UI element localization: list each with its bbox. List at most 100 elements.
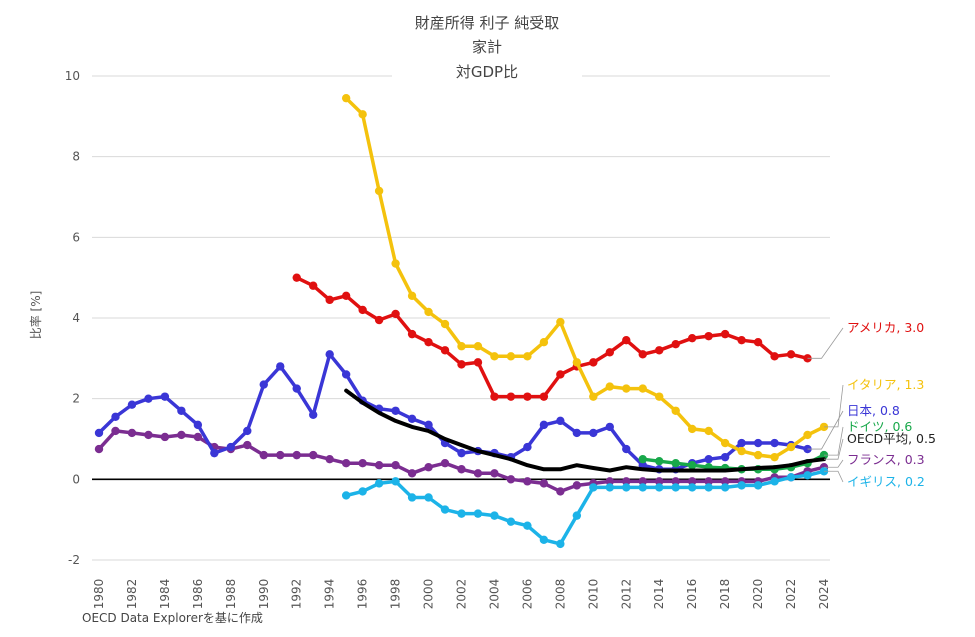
legend-label-OECD平均: OECD平均, 0.5 [847, 431, 936, 446]
data-point [523, 442, 532, 452]
series-イタリア [341, 93, 829, 462]
data-point [687, 424, 697, 434]
data-point [671, 459, 680, 468]
data-point [704, 331, 713, 341]
data-point [720, 483, 730, 492]
data-point [622, 384, 631, 393]
x-tick-label: 1982 [125, 579, 139, 610]
data-point [292, 273, 301, 282]
data-point [490, 352, 499, 361]
leader-line-イギリス [824, 470, 844, 483]
data-point [457, 509, 466, 518]
data-point [424, 493, 433, 502]
x-tick-labels: 1980 1982 1984 1986 1988 1990 1992 1994 1996 1998… [92, 579, 831, 610]
series-line-OECD平均 [344, 388, 826, 473]
data-point [407, 414, 417, 424]
data-point [259, 450, 268, 460]
data-point [539, 479, 549, 488]
x-tick-label: 1992 [290, 579, 304, 610]
data-point [325, 454, 334, 464]
series-OECD平均 [344, 388, 826, 473]
data-point [770, 352, 779, 361]
data-point [490, 511, 499, 520]
data-point [556, 370, 565, 379]
data-point [572, 358, 582, 367]
data-point [292, 450, 301, 460]
data-point [341, 370, 351, 379]
data-point [358, 459, 367, 468]
y-tick-labels: -2 0 2 4 6 8 10 [65, 69, 80, 567]
data-point [556, 539, 565, 549]
data-point [605, 422, 614, 432]
data-point [786, 442, 796, 452]
data-point [638, 384, 647, 393]
data-point [638, 454, 647, 464]
data-point [605, 483, 614, 492]
x-tick-label: 2024 [817, 579, 831, 610]
series-lines [94, 93, 829, 549]
data-point [655, 477, 664, 486]
y-tick-label: 0 [72, 472, 80, 486]
data-point [341, 459, 351, 468]
legend-label-ドイツ: ドイツ, 0.6 [847, 419, 912, 434]
data-point [539, 392, 549, 401]
data-point [523, 392, 532, 401]
data-point [309, 281, 318, 290]
x-tick-label: 2002 [455, 579, 469, 610]
data-point [770, 452, 779, 462]
data-point [144, 394, 153, 403]
data-point [589, 483, 598, 492]
data-point [720, 438, 730, 448]
leader-line-日本 [807, 410, 844, 450]
data-point [457, 342, 466, 351]
leader-line-ドイツ [824, 426, 844, 456]
data-point [473, 358, 483, 367]
series-line-アメリカ [294, 275, 810, 399]
data-point [572, 481, 582, 490]
data-point [737, 335, 746, 345]
data-point [622, 477, 631, 486]
leader-line-OECD平均 [824, 438, 844, 460]
data-point [605, 477, 614, 486]
x-tick-label: 1994 [323, 579, 337, 610]
x-tick-label: 2000 [422, 579, 436, 610]
data-point [638, 483, 647, 492]
data-point [720, 329, 730, 339]
legend-label-イギリス: イギリス, 0.2 [847, 474, 925, 489]
data-point [753, 450, 763, 460]
data-point [243, 426, 252, 436]
leader-line-イタリア [824, 384, 844, 428]
data-point [753, 338, 763, 347]
data-point [457, 360, 466, 369]
data-point [325, 350, 334, 359]
data-point [737, 446, 746, 456]
data-point [539, 338, 549, 347]
data-point [803, 471, 812, 480]
data-point [687, 483, 697, 492]
data-point [770, 438, 779, 448]
data-point [341, 291, 351, 301]
data-point [523, 352, 532, 361]
data-point [111, 412, 120, 422]
data-point [704, 426, 713, 436]
x-tick-label: 1990 [257, 579, 271, 610]
data-point [523, 477, 532, 486]
y-tick-label: 6 [72, 230, 80, 244]
data-point [556, 487, 565, 496]
source-note: OECD Data Explorerを基に作成 [82, 611, 263, 625]
data-point [292, 384, 301, 393]
data-point [589, 358, 598, 367]
data-point [506, 392, 516, 401]
data-point [391, 309, 400, 319]
data-point [704, 477, 713, 486]
data-point [523, 521, 532, 530]
data-point [490, 469, 499, 478]
data-point [704, 454, 713, 464]
data-point [589, 392, 598, 401]
data-point [506, 517, 516, 526]
x-tick-label: 1988 [224, 579, 238, 610]
data-point [341, 491, 351, 500]
data-point [655, 346, 664, 355]
data-point [770, 477, 779, 486]
